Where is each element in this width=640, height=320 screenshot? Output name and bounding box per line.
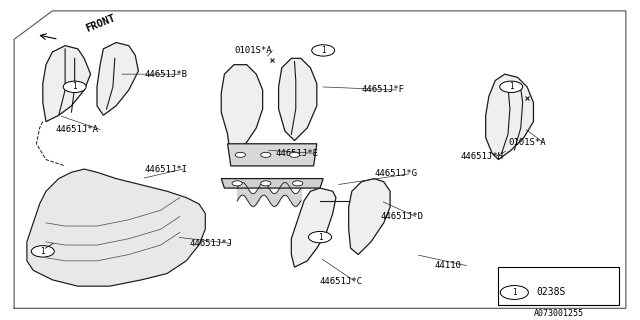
- Polygon shape: [228, 144, 317, 166]
- Text: 44651J*I: 44651J*I: [145, 164, 188, 173]
- Text: 1: 1: [509, 82, 513, 91]
- Text: FRONT: FRONT: [84, 12, 117, 34]
- Text: 44651J*H: 44651J*H: [460, 152, 503, 161]
- FancyBboxPatch shape: [499, 267, 620, 305]
- Text: A073001255: A073001255: [534, 308, 584, 317]
- Circle shape: [312, 45, 335, 56]
- Circle shape: [232, 181, 243, 186]
- Circle shape: [260, 181, 271, 186]
- Text: 0238S: 0238S: [537, 287, 566, 298]
- Circle shape: [260, 152, 271, 157]
- Polygon shape: [221, 65, 262, 160]
- Polygon shape: [221, 179, 323, 188]
- Text: 0101S*A: 0101S*A: [508, 138, 546, 147]
- Text: 1: 1: [321, 46, 326, 55]
- Polygon shape: [278, 58, 317, 140]
- Text: 44651J*F: 44651J*F: [362, 85, 404, 94]
- Text: 44651J*B: 44651J*B: [145, 70, 188, 79]
- Polygon shape: [97, 43, 138, 115]
- Text: 1: 1: [512, 288, 516, 297]
- Text: 44651J*D: 44651J*D: [381, 212, 424, 221]
- Text: 44651J*C: 44651J*C: [320, 277, 363, 286]
- Circle shape: [308, 231, 332, 243]
- Circle shape: [289, 152, 300, 157]
- Text: 44651J*G: 44651J*G: [374, 169, 417, 178]
- Circle shape: [31, 246, 54, 257]
- Text: 1: 1: [72, 82, 77, 91]
- Polygon shape: [486, 74, 534, 160]
- Text: 0101S*A: 0101S*A: [234, 46, 271, 55]
- Circle shape: [500, 285, 529, 300]
- Polygon shape: [43, 46, 91, 122]
- Circle shape: [292, 181, 303, 186]
- Text: 44651J*A: 44651J*A: [56, 125, 99, 134]
- Polygon shape: [27, 169, 205, 286]
- Text: 44651J*E: 44651J*E: [275, 149, 318, 158]
- Circle shape: [500, 81, 523, 92]
- Polygon shape: [291, 188, 336, 267]
- Polygon shape: [349, 179, 390, 254]
- Text: 1: 1: [40, 247, 45, 256]
- Circle shape: [63, 81, 86, 92]
- Text: 44651J*J: 44651J*J: [189, 239, 232, 248]
- Text: 1: 1: [317, 233, 323, 242]
- Text: 44110: 44110: [435, 261, 461, 270]
- Circle shape: [236, 152, 246, 157]
